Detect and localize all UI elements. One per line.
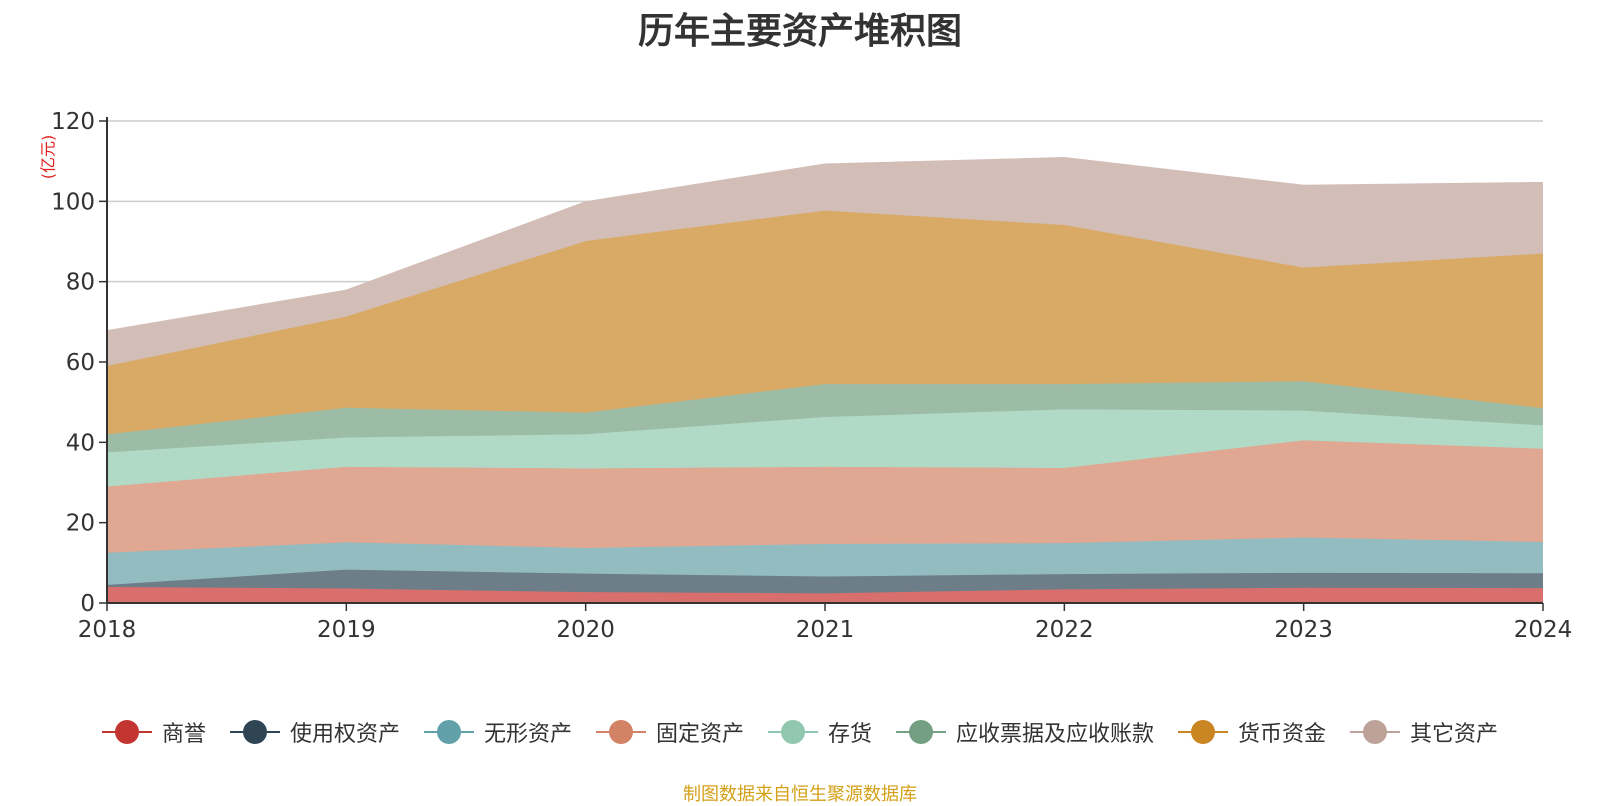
legend-label: 商誉 <box>161 722 206 747</box>
area-series-0 <box>107 586 1543 603</box>
legend-item-0[interactable]: 商誉 <box>101 716 206 748</box>
y-tick-label: 0 <box>80 591 95 617</box>
legend-marker-icon <box>595 720 646 744</box>
x-tick-label: 2020 <box>556 617 615 643</box>
legend-label: 其它资产 <box>1410 722 1499 747</box>
chart-title: 历年主要资产堆积图 <box>637 11 962 52</box>
legend-label: 使用权资产 <box>289 722 400 747</box>
legend-label: 固定资产 <box>655 722 744 747</box>
y-tick-label: 120 <box>51 109 95 135</box>
legend-label: 货币资金 <box>1238 722 1327 747</box>
y-axis-unit-label: (亿元) <box>38 134 58 180</box>
area-series-7 <box>107 157 1543 367</box>
x-tick-label: 2019 <box>317 617 376 643</box>
y-tick-label: 100 <box>51 189 95 215</box>
area-series-6 <box>107 210 1543 435</box>
y-tick-label: 20 <box>66 511 95 537</box>
legend-marker-icon <box>896 720 947 744</box>
area-edge-7 <box>106 157 1544 332</box>
area-series-1 <box>107 569 1543 594</box>
area-series-5 <box>107 381 1543 453</box>
legend-item-4[interactable]: 存货 <box>768 716 872 748</box>
legend-item-7[interactable]: 其它资产 <box>1350 716 1498 748</box>
legend-marker-icon <box>423 720 474 744</box>
x-tick-label: 2024 <box>1514 617 1573 643</box>
area-series-3 <box>107 440 1543 553</box>
legend-item-6[interactable]: 货币资金 <box>1178 716 1326 748</box>
legend-item-2[interactable]: 无形资产 <box>423 716 572 748</box>
y-axis-ticks: 0 20 40 60 80 100 120 <box>51 109 107 617</box>
area-series <box>106 157 1544 603</box>
legend-marker-icon <box>1350 720 1401 744</box>
legend-marker-icon <box>101 720 152 744</box>
legend-label: 应收票据及应收账款 <box>956 722 1155 747</box>
x-tick-label: 2022 <box>1035 617 1094 643</box>
legend-item-3[interactable]: 固定资产 <box>595 716 744 748</box>
legend: 商誉 使用权资产 无形资产 固定资产 存货 应收票据及应收账款 货币资金 其它资产 <box>0 716 1600 748</box>
legend-marker-icon <box>768 720 818 744</box>
legend-label: 存货 <box>828 722 873 747</box>
y-tick-label: 40 <box>66 430 95 456</box>
area-series-4 <box>107 409 1543 487</box>
legend-item-1[interactable]: 使用权资产 <box>229 716 400 748</box>
x-tick-label: 2023 <box>1274 617 1333 643</box>
x-tick-label: 2018 <box>78 617 137 643</box>
legend-label: 无形资产 <box>483 722 572 747</box>
x-axis-ticks: 2018 2019 2020 2021 2022 2023 2024 <box>78 603 1573 643</box>
legend-item-5[interactable]: 应收票据及应收账款 <box>896 716 1154 748</box>
y-tick-label: 60 <box>66 350 95 376</box>
legend-marker-icon <box>1178 720 1229 744</box>
y-tick-label: 80 <box>66 270 95 296</box>
x-tick-label: 2021 <box>796 617 855 643</box>
legend-marker-icon <box>229 720 280 744</box>
source-note: 制图数据来自恒生聚源数据库 <box>683 784 917 805</box>
area-series-2 <box>107 537 1543 585</box>
